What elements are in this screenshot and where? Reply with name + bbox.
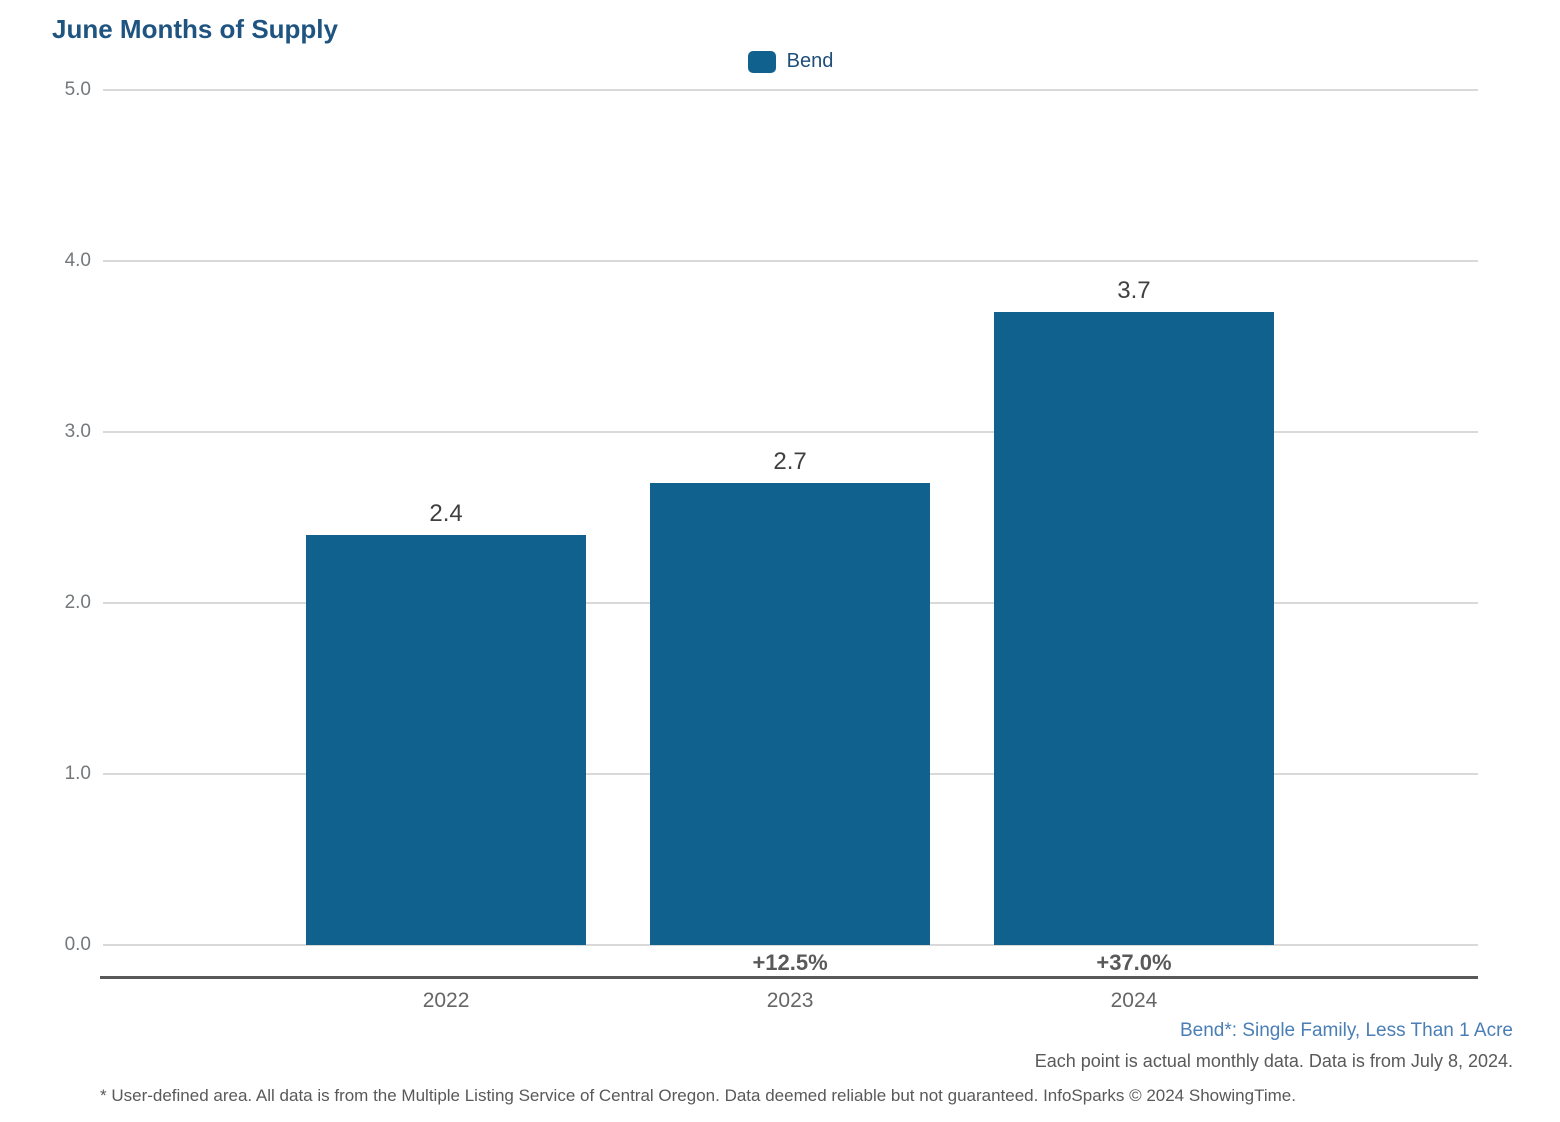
- y-axis-tick: 0.0: [64, 934, 91, 955]
- bar-value-label: 3.7: [1117, 277, 1151, 305]
- bar-2022[interactable]: [306, 534, 587, 945]
- gridline-4: [103, 260, 1478, 262]
- legend-item-bend[interactable]: Bend: [747, 50, 834, 73]
- x-axis-label-2022: 2022: [422, 989, 470, 1012]
- bar-2024[interactable]: [994, 312, 1274, 945]
- legend-label: Bend: [786, 50, 834, 72]
- gridline-3: [103, 431, 1478, 433]
- segment-note: Bend*: Single Family, Less Than 1 Acre: [1179, 1020, 1513, 1041]
- bar-2023[interactable]: [650, 483, 931, 945]
- disclaimer-note: * User-defined area. All data is from th…: [100, 1086, 1296, 1105]
- pct-change-label: +37.0%: [1096, 950, 1172, 975]
- pct-change-label: +12.5%: [752, 950, 828, 975]
- chart-title: June Months of Supply: [52, 14, 338, 44]
- x-axis-line: [100, 976, 1478, 979]
- plot-area: 5.0 4.0 3.0 2.0 1.0 0.0 2.4 2022 2.7 +12…: [65, 79, 1478, 1012]
- bar-group-2022: 2.4 2022: [306, 90, 587, 1012]
- y-axis-tick: 1.0: [64, 763, 91, 784]
- legend-swatch-icon: [747, 50, 776, 73]
- y-axis-tick: 4.0: [64, 250, 91, 271]
- bar-value-label: 2.7: [773, 448, 807, 476]
- x-axis-label-2023: 2023: [766, 989, 814, 1012]
- legend: Bend: [103, 50, 1478, 73]
- gridline-0: [103, 944, 1478, 946]
- gridline-5: [103, 89, 1478, 91]
- data-source-note: Each point is actual monthly data. Data …: [1034, 1051, 1513, 1071]
- bar-group-2023: 2.7 +12.5% 2023: [650, 90, 931, 1012]
- y-axis-tick: 5.0: [64, 79, 91, 100]
- bar-value-label: 2.4: [429, 499, 463, 527]
- y-axis-tick: 3.0: [64, 421, 91, 442]
- x-axis-label-2024: 2024: [1110, 989, 1158, 1012]
- bar-group-2024: 3.7 +37.0% 2024: [994, 90, 1274, 1012]
- y-axis-tick: 2.0: [64, 592, 91, 613]
